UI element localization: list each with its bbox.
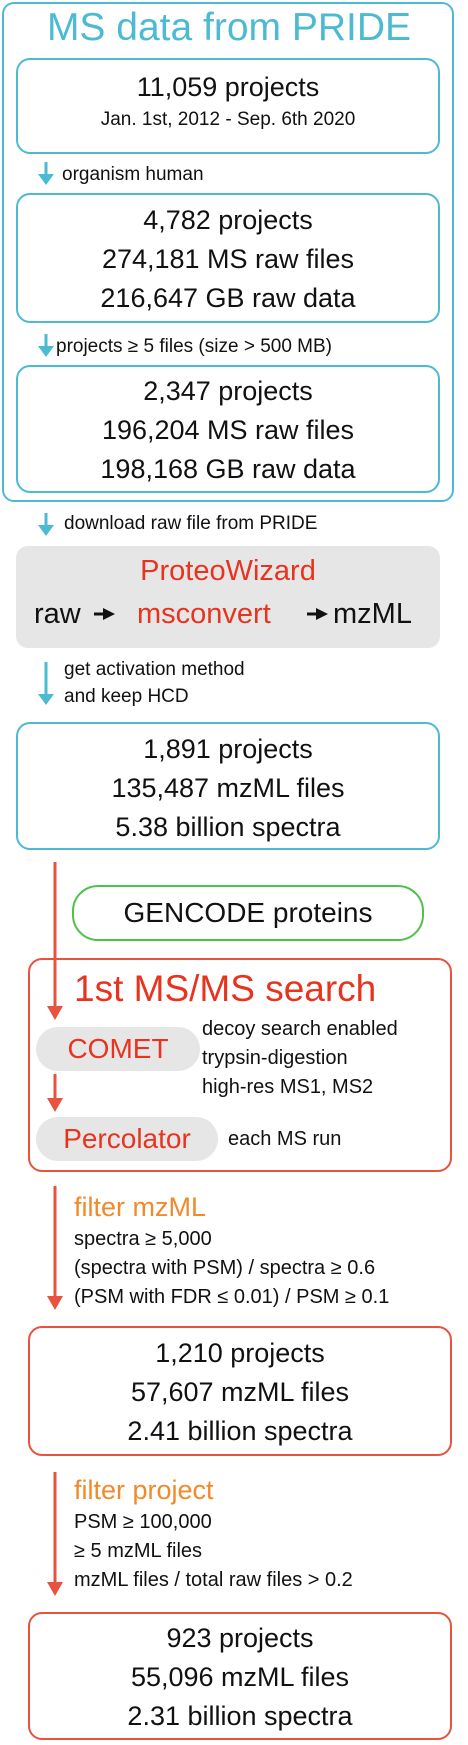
percolator-note: each MS run [228,1128,342,1150]
box4-line-1: 1,891 projects [143,734,313,764]
filter-mzml-criterion-2: (spectra with PSM) / spectra ≥ 0.6 [74,1257,376,1279]
box-human-projects: 4,782 projects 274,181 MS raw files 216,… [16,193,440,323]
step-file-filter: projects ≥ 5 files (size > 500 MB) [56,336,333,357]
box-final-projects: 923 projects 55,096 mzML files 2.31 bill… [28,1612,452,1740]
conversion-mzml: mzML [333,598,412,630]
box2-line-3: 216,647 GB raw data [100,283,356,313]
arrow-down-icon [38,162,54,185]
box4-line-2: 135,487 mzML files [111,773,345,803]
filter-mzml-criterion-3: (PSM with FDR ≤ 0.01) / PSM ≥ 0.1 [74,1286,390,1308]
box2-line-1: 4,782 projects [143,205,313,235]
msms-search-box [28,958,452,1172]
arrow-down-icon [38,334,54,357]
filter-project-criterion-1: PSM ≥ 100,000 [74,1511,212,1533]
box-all-projects: 11,059 projects Jan. 1st, 2012 - Sep. 6t… [16,58,440,154]
proteowizard-title: ProteoWizard [140,555,316,587]
box5-line-1: 1,210 projects [155,1338,325,1368]
box6-line-3: 2.31 billion spectra [127,1701,353,1731]
comet-label: COMET [36,1027,200,1071]
box3-line-2: 196,204 MS raw files [101,415,355,445]
step-activation-line-2: and keep HCD [64,686,189,707]
pride-container [2,2,454,502]
filter-project-criterion-2: ≥ 5 mzML files [74,1540,203,1562]
arrow-down-icon [47,1186,63,1310]
comet-note-3: high-res MS1, MS2 [202,1076,374,1098]
step-activation-line-1: get activation method [64,659,245,680]
arrow-right-icon [307,608,328,620]
arrow-down-icon [38,662,54,705]
box3-line-3: 198,168 GB raw data [100,454,356,484]
box1-line-2: Jan. 1st, 2012 - Sep. 6th 2020 [100,109,356,130]
arrow-right-icon [94,608,115,620]
filter-project-title: filter project [74,1475,214,1505]
filter-project-criterion-3: mzML files / total raw files > 0.2 [74,1569,353,1591]
conversion-raw: raw [34,598,81,630]
box6-line-2: 55,096 mzML files [130,1662,350,1692]
comet-note-2: trypsin-digestion [202,1047,348,1069]
proteowizard-box [16,546,440,648]
box-hcd-projects: 1,891 projects 135,487 mzML files 5.38 b… [16,722,440,850]
pride-title: MS data from PRIDE [46,6,412,49]
filter-mzml-title: filter mzML [74,1192,207,1222]
filter-mzml-criterion-1: spectra ≥ 5,000 [74,1228,212,1250]
arrow-down-icon [47,1472,63,1596]
msms-search-title: 1st MS/MS search [74,968,377,1009]
box-filtered-projects: 2,347 projects 196,204 MS raw files 198,… [16,365,440,493]
comet-note-1: decoy search enabled [202,1018,398,1040]
percolator-label: Percolator [36,1117,218,1161]
arrow-down-icon [47,862,63,1020]
box4-line-3: 5.38 billion spectra [115,812,341,842]
step-organism: organism human [62,164,204,185]
box3-line-1: 2,347 projects [143,376,313,406]
box1-line-1: 11,059 projects [136,72,320,102]
gencode-label: GENCODE proteins [123,897,373,928]
box2-line-2: 274,181 MS raw files [101,244,355,274]
box5-line-3: 2.41 billion spectra [127,1416,353,1446]
box6-line-1: 923 projects [166,1623,314,1653]
arrow-down-icon [47,1074,63,1112]
step-download: download raw file from PRIDE [64,513,318,534]
conversion-msconvert: msconvert [137,598,271,630]
gencode-proteins-box: GENCODE proteins [72,885,424,941]
box5-line-2: 57,607 mzML files [130,1377,350,1407]
arrow-down-icon [38,513,54,536]
box-filtered-mzml: 1,210 projects 57,607 mzML files 2.41 bi… [28,1326,452,1456]
